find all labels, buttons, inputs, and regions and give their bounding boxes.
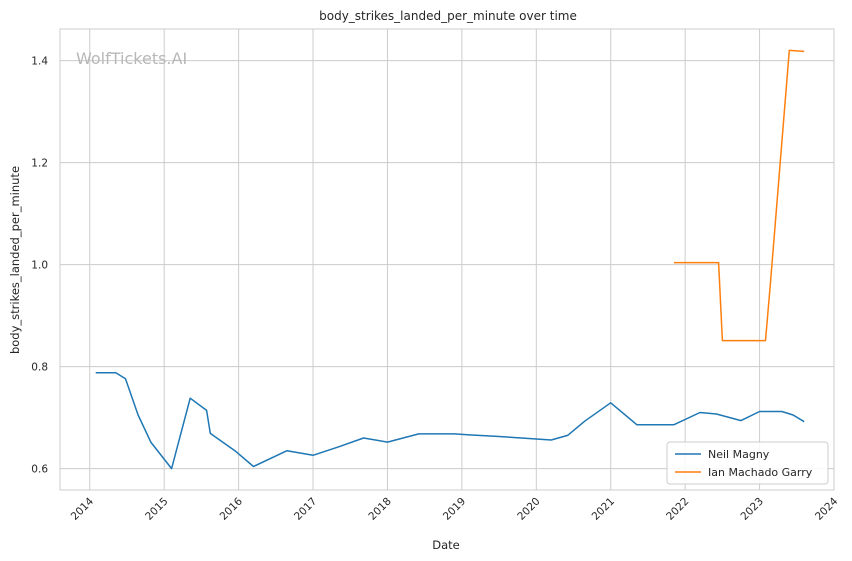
x-tick-label: 2021 xyxy=(590,495,617,522)
y-tick-label: 1.0 xyxy=(31,260,48,272)
x-tick-label: 2018 xyxy=(366,495,393,522)
x-tick-label: 2024 xyxy=(813,495,841,523)
x-tick-labels: 2014 2015 2016 2017 2018 2019 2020 2021 2022 2023… xyxy=(69,495,841,523)
plot-area-frame xyxy=(59,28,835,491)
x-tick-label: 2015 xyxy=(143,495,170,522)
y-tick-label: 0.8 xyxy=(31,362,48,374)
series-line-ian-machado-garry xyxy=(674,49,805,342)
x-tick-label: 2014 xyxy=(69,495,97,523)
y-tick-label: 0.6 xyxy=(31,464,48,476)
y-gridlines xyxy=(60,60,834,470)
y-tick-label: 1.4 xyxy=(31,56,48,68)
legend: Neil Magny Ian Machado Garry xyxy=(666,441,829,485)
x-tick-label: 2022 xyxy=(664,495,691,522)
series-layer xyxy=(95,49,805,470)
legend-label: Ian Machado Garry xyxy=(708,466,813,479)
y-tick-labels: 0.6 0.8 1.0 1.2 1.4 xyxy=(31,56,48,476)
y-tick-label: 1.2 xyxy=(31,158,48,170)
x-tick-label: 2023 xyxy=(739,495,766,522)
x-tick-label: 2017 xyxy=(292,495,319,522)
legend-label: Neil Magny xyxy=(708,448,770,461)
watermark: WolfTickets.AI xyxy=(76,49,187,68)
chart-title: body_strikes_landed_per_minute over time xyxy=(319,9,577,23)
y-axis-label: body_strikes_landed_per_minute xyxy=(8,166,22,354)
x-axis-label: Date xyxy=(432,538,460,552)
x-tick-label: 2019 xyxy=(441,495,468,522)
x-tick-label: 2020 xyxy=(515,495,542,522)
x-gridlines xyxy=(89,29,835,490)
legend-box xyxy=(666,441,829,485)
series-line-neil-magny xyxy=(95,371,805,470)
x-tick-label: 2016 xyxy=(218,495,246,523)
